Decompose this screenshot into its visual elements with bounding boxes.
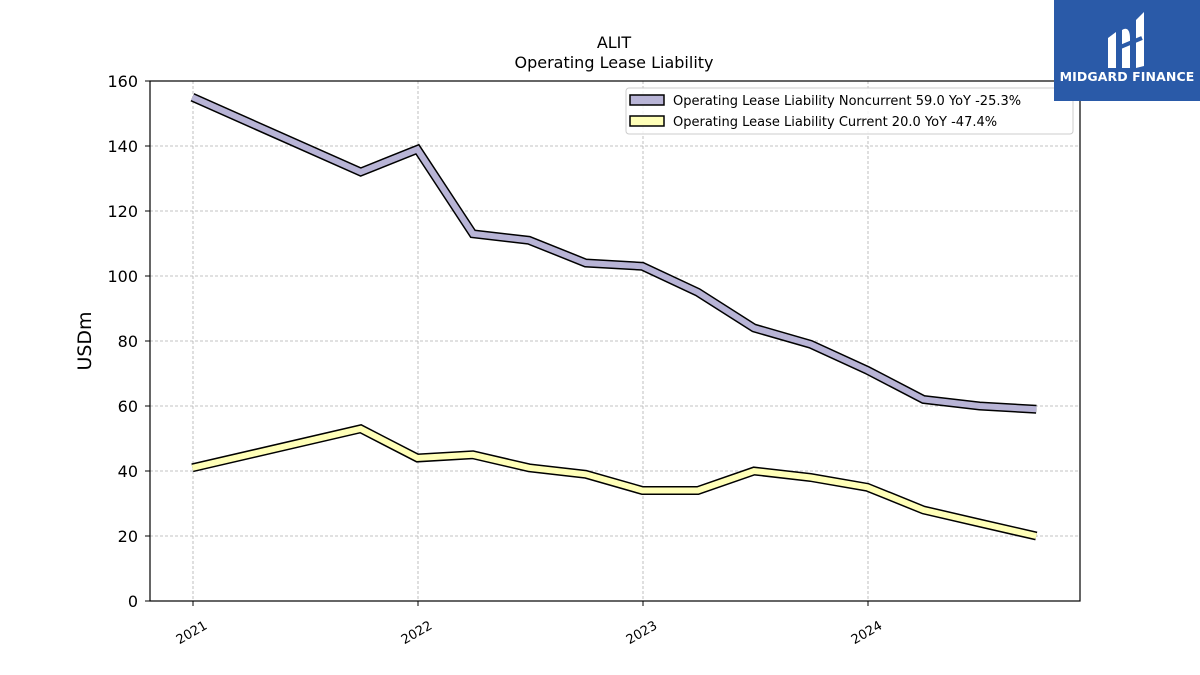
y-axis: 0 20 40 60 80 100 120 140 160 [107,72,150,611]
x-tick-label: 2023 [624,618,660,648]
legend-label: Operating Lease Liability Current 20.0 Y… [673,115,997,130]
y-tick-label: 160 [107,72,138,91]
x-tick-label: 2021 [174,618,210,648]
y-tick-label: 60 [118,397,138,416]
logo-text: MIDGARD FINANCE [1059,69,1195,84]
y-tick-label: 140 [107,137,138,156]
series-layer [190,93,1038,541]
y-tick-label: 20 [118,527,138,546]
x-tick-label: 2022 [399,618,435,648]
legend-label: Operating Lease Liability Noncurrent 59.… [673,94,1021,109]
chart-subtitle: Operating Lease Liability [514,53,713,72]
y-tick-label: 80 [118,332,138,351]
legend-box [625,87,1074,135]
y-axis-label: USDm [74,311,96,370]
midgard-finance-logo: MIDGARD FINANCE [1054,0,1200,101]
series-line-fill [191,94,1037,413]
series-line-1 [190,93,1037,414]
y-tick-label: 120 [107,202,138,221]
x-axis: 2021 2022 2023 2024 [174,601,885,648]
chart-title: ALIT [597,33,632,52]
legend-swatch [629,115,665,127]
midgard-logo-icon [1108,12,1144,68]
y-tick-label: 40 [118,462,138,481]
series-line-outline [190,93,1037,414]
grid [150,80,1080,602]
y-tick-label: 100 [107,267,138,286]
legend-swatch [629,94,665,106]
series-line-fill [191,425,1037,539]
legend: Operating Lease Liability Noncurrent 59.… [625,87,1074,135]
x-tick-label: 2024 [849,618,885,648]
series-line-2 [191,424,1038,541]
y-tick-label: 0 [128,592,138,611]
